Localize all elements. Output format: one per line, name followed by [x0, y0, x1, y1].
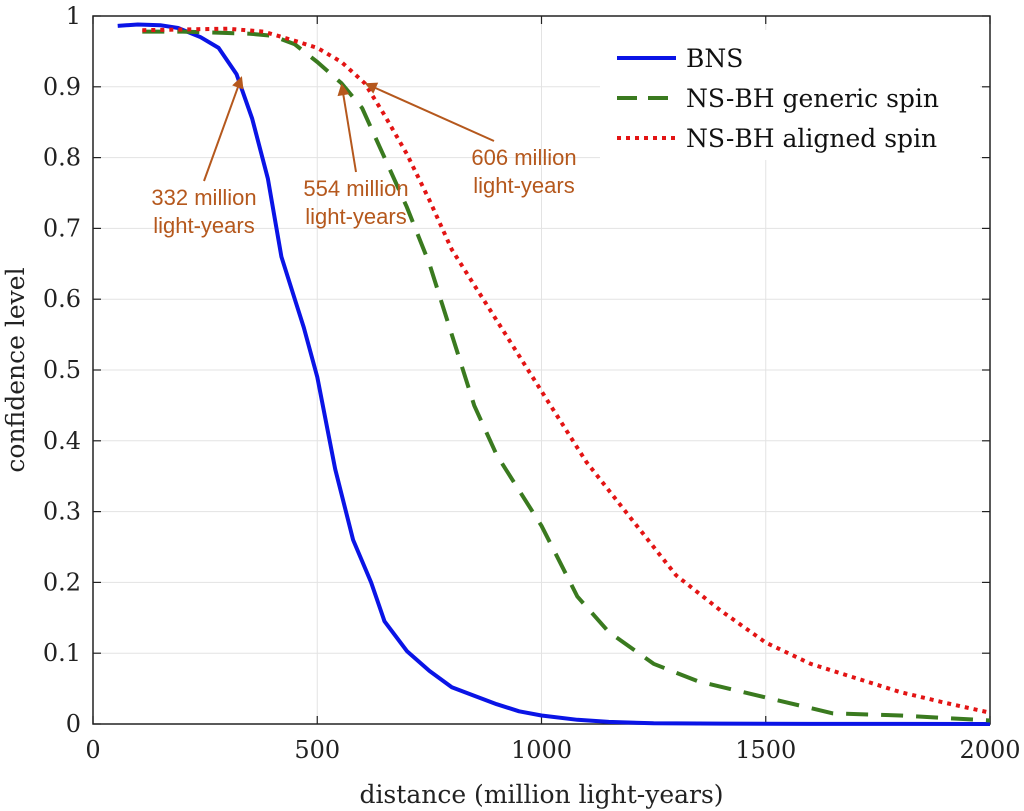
annotation-label: light-years [473, 173, 574, 198]
y-tick-label: 0 [66, 710, 81, 738]
y-tick-label: 0.2 [43, 568, 81, 596]
y-tick-label: 0.7 [43, 214, 81, 242]
y-tick-label: 0.1 [43, 639, 81, 667]
series-line-bns [117, 22, 991, 726]
legend-label: NS-BH generic spin [686, 84, 939, 113]
annotation-arrowhead [232, 76, 244, 90]
x-tick-label: 0 [85, 736, 100, 764]
series-line-ns-bh-aligned-spin [142, 26, 991, 715]
x-tick-label: 500 [294, 736, 340, 764]
x-tick-label: 1000 [511, 736, 572, 764]
annotation-label: 606 million [471, 145, 576, 170]
annotation-label: 332 million [151, 185, 256, 210]
annotation-arrowhead [337, 83, 350, 97]
x-tick-label: 2000 [959, 736, 1020, 764]
x-axis-label: distance (million light-years) [359, 780, 723, 809]
legend: BNS NS-BH generic spin NS-BH aligned spin [600, 30, 980, 160]
annotation-arrowhead [364, 82, 379, 94]
legend-label: BNS [686, 44, 743, 73]
y-tick-label: 0.4 [43, 427, 81, 455]
axis-ticks: 0 500 1000 1500 2000 0 0.1 0.2 0.3 0.4 0.5 0.6 0.7 0.… [43, 2, 1021, 764]
y-tick-label: 0.8 [43, 144, 81, 172]
y-tick-label: 0.9 [43, 73, 81, 101]
legend-label: NS-BH aligned spin [686, 124, 937, 153]
annotation-arrow-line [341, 90, 357, 173]
y-tick-label: 1 [66, 2, 81, 30]
y-tick-label: 0.3 [43, 498, 81, 526]
y-axis-label: confidence level [1, 267, 30, 472]
x-tick-label: 1500 [735, 736, 796, 764]
annotation-arrow-line [203, 83, 241, 182]
series-line-ns-bh-generic-spin [142, 29, 991, 723]
annotation-label: light-years [153, 213, 254, 238]
annotation-label: 554 million [303, 176, 408, 201]
annotation-label: light-years [305, 204, 406, 229]
annotations: 332 million light-years 554 million light-y… [151, 76, 577, 238]
series-lines [117, 22, 991, 726]
y-tick-label: 0.6 [43, 285, 81, 313]
y-tick-label: 0.5 [43, 356, 81, 384]
annotation-arrow-line [371, 85, 495, 142]
